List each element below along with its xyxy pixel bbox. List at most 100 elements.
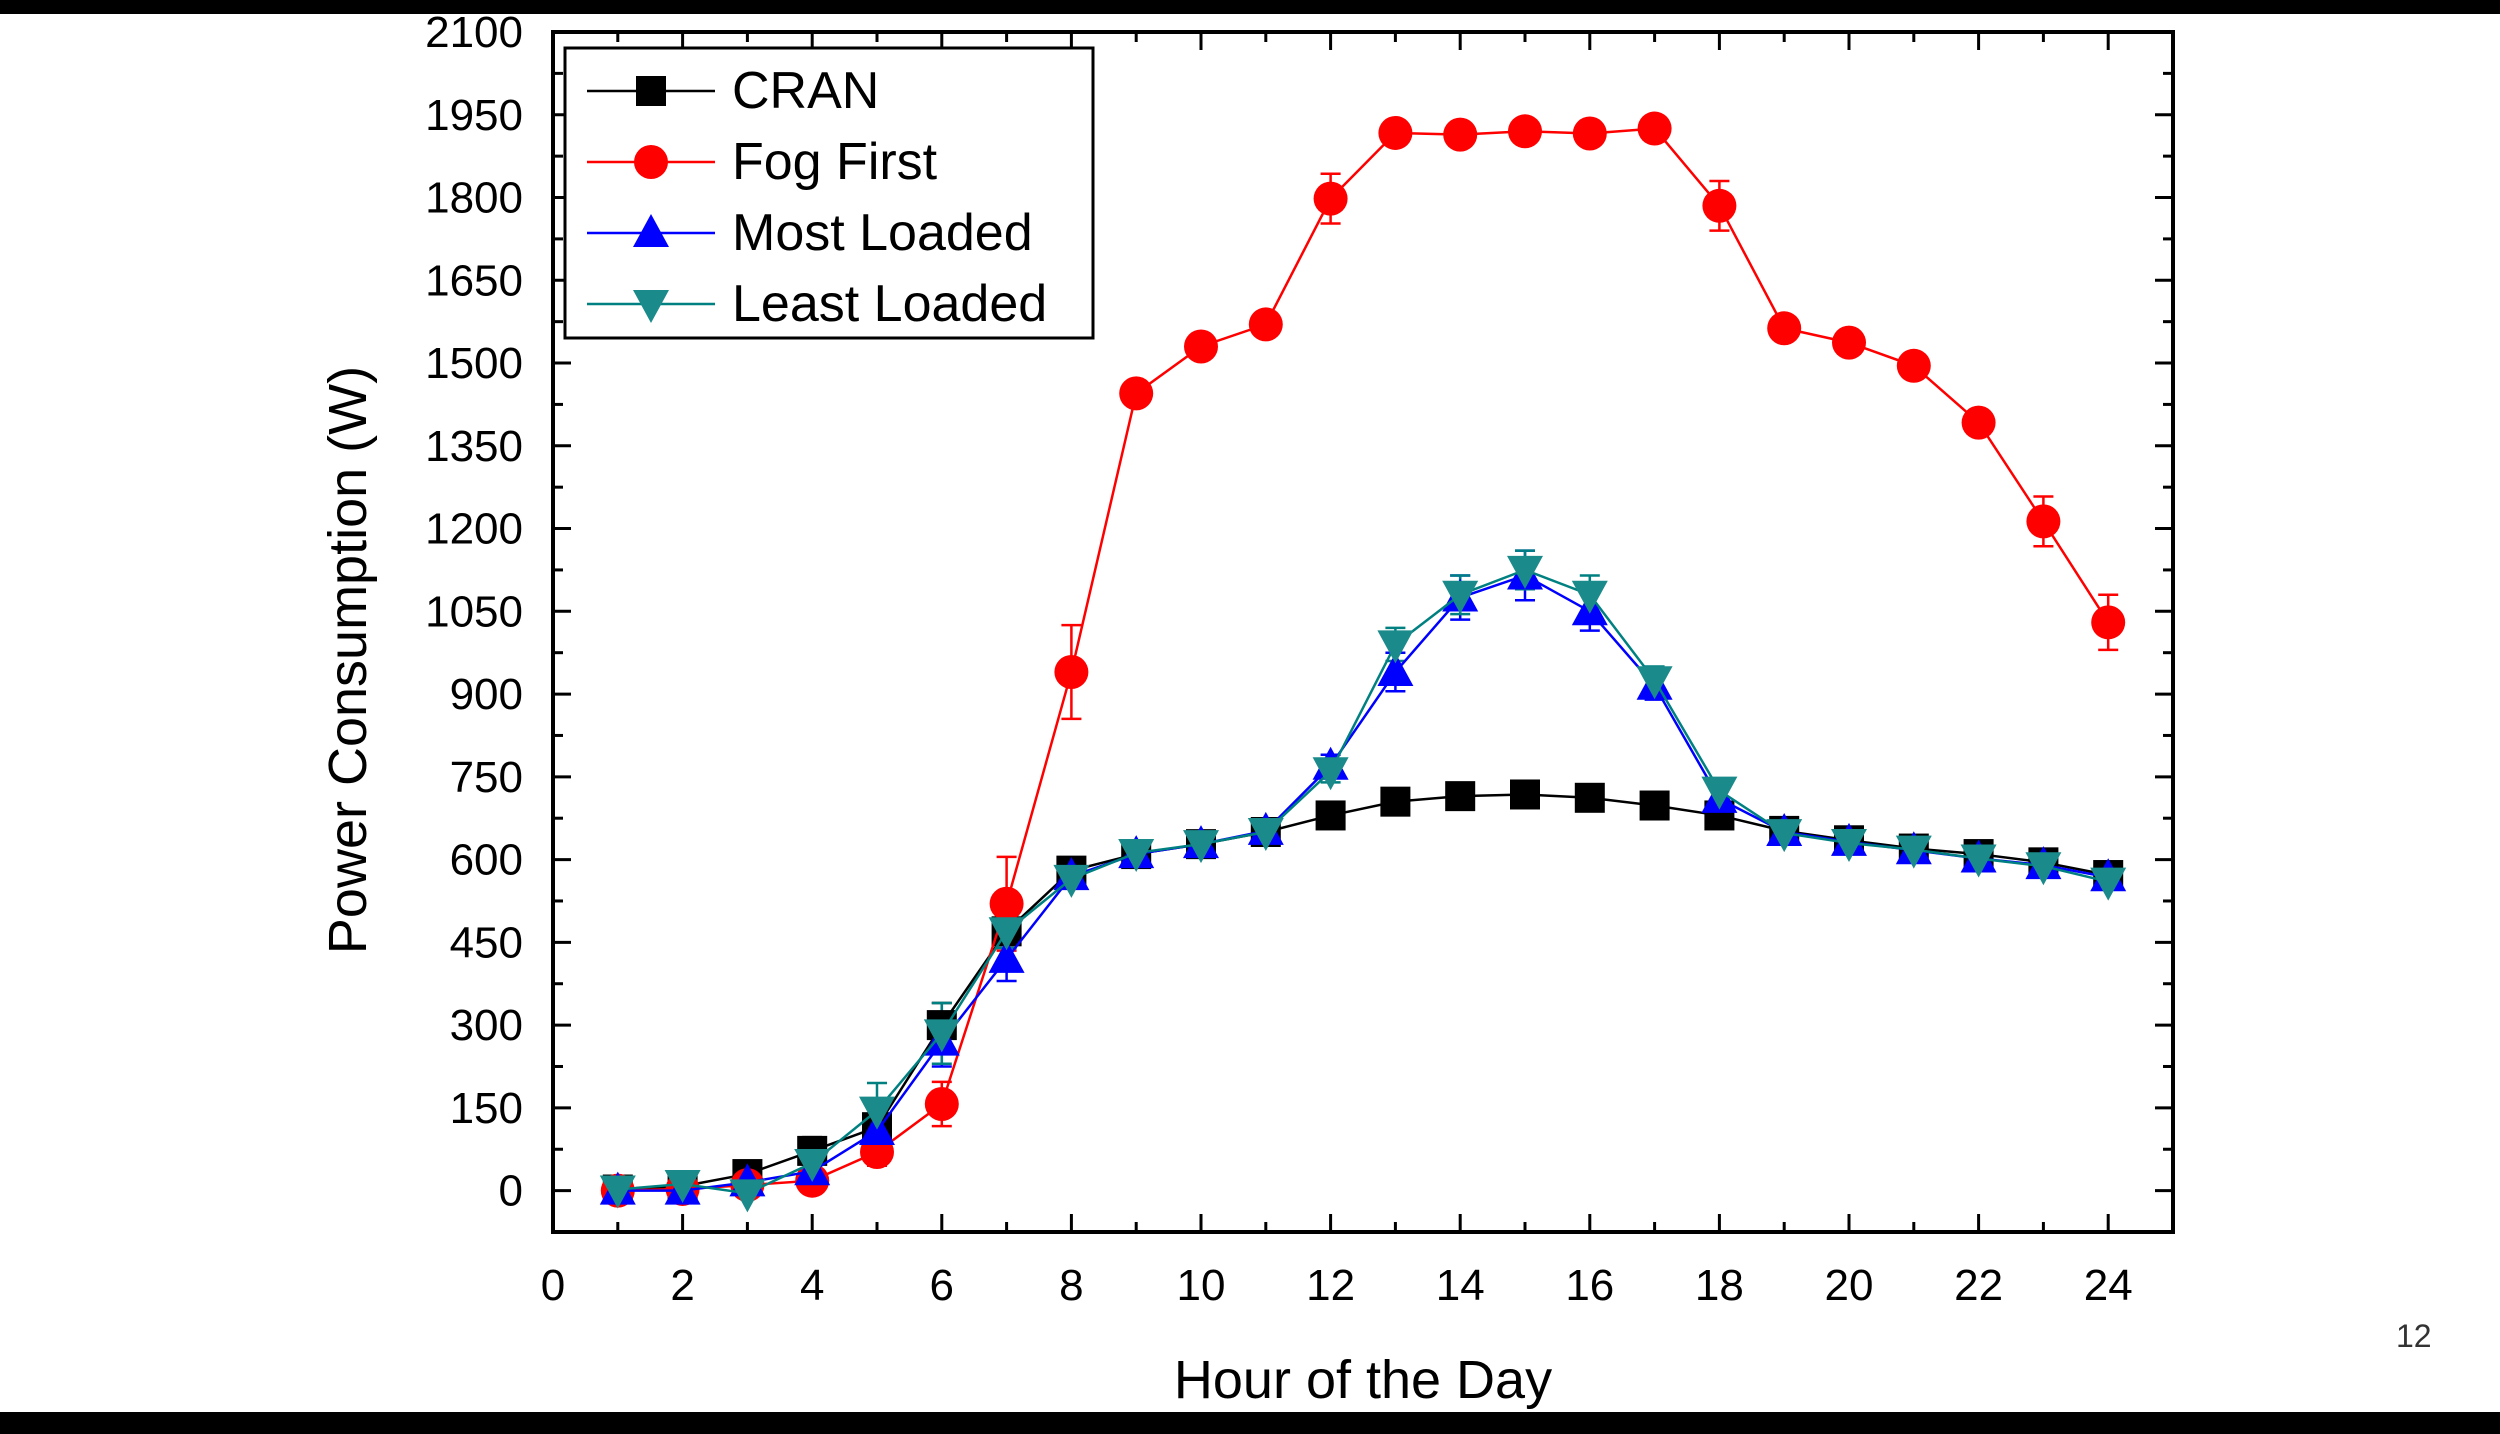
y-tick-label: 2100 xyxy=(425,8,523,57)
data-point-fog-first xyxy=(1508,114,1542,149)
y-tick-label: 1950 xyxy=(425,91,523,140)
series-line-cran xyxy=(617,793,2109,1191)
data-point-fog-first xyxy=(1119,376,1154,411)
data-point-most-loaded xyxy=(988,939,1025,973)
y-tick-label: 300 xyxy=(450,1001,523,1050)
data-point-fog-first xyxy=(1054,655,1089,689)
legend-marker-most-loaded xyxy=(633,214,669,247)
data-point-fog-first xyxy=(989,886,1024,921)
x-tick-label: 20 xyxy=(1825,1261,1874,1310)
data-point-least-loaded xyxy=(2025,852,2062,886)
y-tick-label: 1350 xyxy=(425,422,523,471)
data-point-fog-first xyxy=(1702,188,1737,223)
y-tick-label: 600 xyxy=(450,836,523,885)
data-point-least-loaded xyxy=(1701,776,1738,810)
y-tick-label: 750 xyxy=(450,753,523,802)
x-tick-label: 2 xyxy=(670,1261,694,1310)
data-point-least-loaded xyxy=(859,1096,895,1130)
data-point-least-loaded xyxy=(1312,757,1349,791)
x-tick-label: 22 xyxy=(1954,1261,2003,1310)
data-point-least-loaded xyxy=(599,1175,636,1209)
data-point-cran xyxy=(1574,782,1605,813)
y-tick-label: 1500 xyxy=(425,339,523,388)
data-point-most-loaded xyxy=(1377,653,1414,686)
data-point-fog-first xyxy=(1313,181,1348,216)
x-tick-label: 14 xyxy=(1436,1261,1485,1310)
x-tick-label: 12 xyxy=(1306,1261,1355,1310)
data-point-fog-first xyxy=(1832,325,1866,360)
tick-labels-layer: 0 2 4 6 8 10 12 14 16 18 20 22 240150300450600750900… xyxy=(425,8,2133,1310)
data-point-fog-first xyxy=(1572,116,1607,151)
x-tick-label: 4 xyxy=(800,1261,824,1310)
legend-marker-least-loaded xyxy=(633,290,669,323)
data-point-least-loaded xyxy=(1442,580,1479,614)
data-point-least-loaded xyxy=(1507,555,1543,589)
legend-label-fog-first: Fog First xyxy=(732,133,938,191)
data-point-least-loaded xyxy=(1895,835,1932,869)
legend-label-cran: CRAN xyxy=(732,62,879,120)
plot-frame xyxy=(551,30,2175,1234)
data-point-fog-first xyxy=(1896,348,1931,383)
y-tick-label: 0 xyxy=(499,1167,523,1216)
data-point-cran xyxy=(1510,779,1540,810)
data-point-cran xyxy=(1315,800,1346,831)
legend: CRAN Fog First Most Loaded Least Loaded xyxy=(563,46,1095,340)
data-point-least-loaded xyxy=(664,1170,701,1203)
y-tick-label: 1800 xyxy=(425,174,523,223)
data-point-fog-first xyxy=(1637,111,1672,146)
series-line-least-loaded xyxy=(617,568,2109,1195)
data-point-fog-first xyxy=(2091,605,2126,640)
data-point-least-loaded xyxy=(1960,844,1997,878)
data-point-least-loaded xyxy=(1183,830,1219,864)
series-most-loaded xyxy=(599,556,2127,1205)
series-cran xyxy=(602,779,2124,1205)
x-tick-label: 24 xyxy=(2084,1261,2133,1310)
data-point-least-loaded xyxy=(1831,829,1867,863)
data-point-least-loaded xyxy=(794,1149,831,1183)
data-point-cran xyxy=(1445,781,1476,812)
data-point-least-loaded xyxy=(923,1019,960,1053)
data-point-least-loaded xyxy=(1766,819,1803,853)
x-tick-label: 16 xyxy=(1565,1261,1614,1310)
y-tick-label: 900 xyxy=(450,670,523,719)
data-point-fog-first xyxy=(1378,115,1413,150)
data-point-fog-first xyxy=(1248,307,1283,342)
data-point-least-loaded xyxy=(1377,630,1414,664)
legend-label-least-loaded: Least Loaded xyxy=(732,275,1047,333)
data-point-fog-first xyxy=(2026,504,2061,539)
data-point-least-loaded xyxy=(1053,864,1090,898)
x-tick-label: 6 xyxy=(930,1261,954,1310)
data-point-cran xyxy=(1380,786,1411,817)
y-tick-label: 150 xyxy=(450,1084,523,1133)
series-layer xyxy=(599,111,2127,1213)
y-tick-label: 1050 xyxy=(425,587,523,636)
data-point-fog-first xyxy=(1184,329,1218,364)
data-point-least-loaded xyxy=(1118,838,1155,872)
data-point-cran xyxy=(1639,790,1670,821)
legend-marker-cran xyxy=(636,76,666,106)
data-point-least-loaded xyxy=(2090,867,2127,901)
y-tick-label: 1200 xyxy=(425,505,523,554)
x-axis-label: Hour of the Day xyxy=(1174,1350,1552,1410)
x-tick-label: 8 xyxy=(1059,1261,1083,1310)
legend-label-most-loaded: Most Loaded xyxy=(732,204,1033,262)
x-tick-label: 10 xyxy=(1177,1261,1226,1310)
legend-marker-fog-first xyxy=(634,145,668,179)
series-fog-first xyxy=(600,111,2126,1208)
data-point-least-loaded xyxy=(988,917,1025,951)
y-axis-label: Power Consumption (W) xyxy=(318,366,378,954)
bottom-border-bar xyxy=(0,1412,2500,1434)
data-point-least-loaded xyxy=(1571,580,1608,614)
top-border-bar xyxy=(0,0,2500,14)
page-number: 12 xyxy=(2396,1318,2432,1354)
series-line-most-loaded xyxy=(617,574,2109,1192)
data-point-least-loaded xyxy=(1636,666,1673,700)
data-point-fog-first xyxy=(924,1087,959,1121)
series-least-loaded xyxy=(599,555,2127,1213)
data-point-fog-first xyxy=(1961,405,1996,440)
data-point-least-loaded xyxy=(729,1179,766,1213)
x-tick-label: 18 xyxy=(1695,1261,1744,1310)
x-tick-label: 0 xyxy=(541,1261,565,1310)
data-point-fog-first xyxy=(1767,311,1802,346)
